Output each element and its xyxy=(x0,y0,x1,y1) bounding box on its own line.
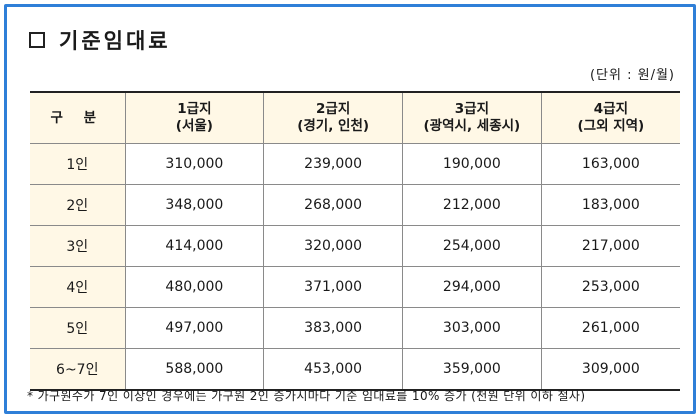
row-label: 5인 xyxy=(30,307,126,349)
table-cell: 268,000 xyxy=(263,184,403,226)
table-cell: 303,000 xyxy=(402,307,542,349)
header-corner: 구 분 xyxy=(30,91,126,144)
table-cell: 190,000 xyxy=(402,143,542,185)
unit-label: (단위 : 원/월) xyxy=(589,68,675,83)
table-cell: 183,000 xyxy=(540,184,680,226)
title-row: 기준임대료 xyxy=(29,25,171,55)
header-col-4-region: (그외 지역) xyxy=(577,118,645,134)
row-label: 3인 xyxy=(30,225,126,267)
table-header-row: 구 분 1급지 (서울) 2급지 (경기, 인천) 3급지 (광역시, 세종시) 4급… xyxy=(30,91,680,144)
header-col-1-tier: 1급지 xyxy=(177,101,212,117)
table-cell: 414,000 xyxy=(124,225,265,267)
table-cell: 497,000 xyxy=(124,307,265,349)
document-frame: 기준임대료 (단위 : 원/월) 구 분 1급지 (서울) 2급지 (경기, 인천)… xyxy=(4,4,696,414)
header-col-3: 3급지 (광역시, 세종시) xyxy=(402,91,542,144)
table-cell: 239,000 xyxy=(263,143,403,185)
header-col-1: 1급지 (서울) xyxy=(124,91,265,144)
table-cell: 480,000 xyxy=(124,266,265,308)
table-cell: 588,000 xyxy=(124,348,265,391)
table-cell: 310,000 xyxy=(124,143,265,185)
table-cell: 253,000 xyxy=(540,266,680,308)
table-row: 2인 348,000 268,000 212,000 183,000 xyxy=(30,184,680,226)
table-cell: 261,000 xyxy=(540,307,680,349)
page-title: 기준임대료 xyxy=(59,29,171,53)
table-row: 4인 480,000 371,000 294,000 253,000 xyxy=(30,266,680,308)
row-label: 4인 xyxy=(30,266,126,308)
header-col-4-tier: 4급지 xyxy=(593,101,628,117)
table-row: 1인 310,000 239,000 190,000 163,000 xyxy=(30,143,680,185)
header-col-2-region: (경기, 인천) xyxy=(297,118,370,134)
table-cell: 359,000 xyxy=(402,348,542,391)
header-col-4: 4급지 (그외 지역) xyxy=(540,91,680,144)
table-cell: 453,000 xyxy=(263,348,403,391)
table-cell: 348,000 xyxy=(124,184,265,226)
table-row: 6~7인 588,000 453,000 359,000 309,000 xyxy=(30,348,680,391)
table-cell: 383,000 xyxy=(263,307,403,349)
header-col-3-region: (광역시, 세종시) xyxy=(423,118,521,134)
row-label: 2인 xyxy=(30,184,126,226)
header-col-2-tier: 2급지 xyxy=(316,101,351,117)
table-cell: 163,000 xyxy=(540,143,680,185)
checkbox-icon xyxy=(29,32,45,48)
header-col-3-tier: 3급지 xyxy=(454,101,489,117)
table-row: 3인 414,000 320,000 254,000 217,000 xyxy=(30,225,680,267)
table-cell: 320,000 xyxy=(263,225,403,267)
header-col-1-region: (서울) xyxy=(175,118,213,134)
table-cell: 309,000 xyxy=(540,348,680,391)
footnote: * 가구원수가 7인 이상인 경우에는 가구원 2인 증가시마다 기준 임대료를… xyxy=(27,389,586,403)
table-row: 5인 497,000 383,000 303,000 261,000 xyxy=(30,307,680,349)
rent-table: 구 분 1급지 (서울) 2급지 (경기, 인천) 3급지 (광역시, 세종시) 4급… xyxy=(30,91,680,391)
table-cell: 254,000 xyxy=(402,225,542,267)
row-label: 1인 xyxy=(30,143,126,185)
table-cell: 294,000 xyxy=(402,266,542,308)
table-cell: 371,000 xyxy=(263,266,403,308)
header-col-2: 2급지 (경기, 인천) xyxy=(263,91,403,144)
row-label: 6~7인 xyxy=(30,348,126,391)
table-cell: 212,000 xyxy=(402,184,542,226)
table-cell: 217,000 xyxy=(540,225,680,267)
